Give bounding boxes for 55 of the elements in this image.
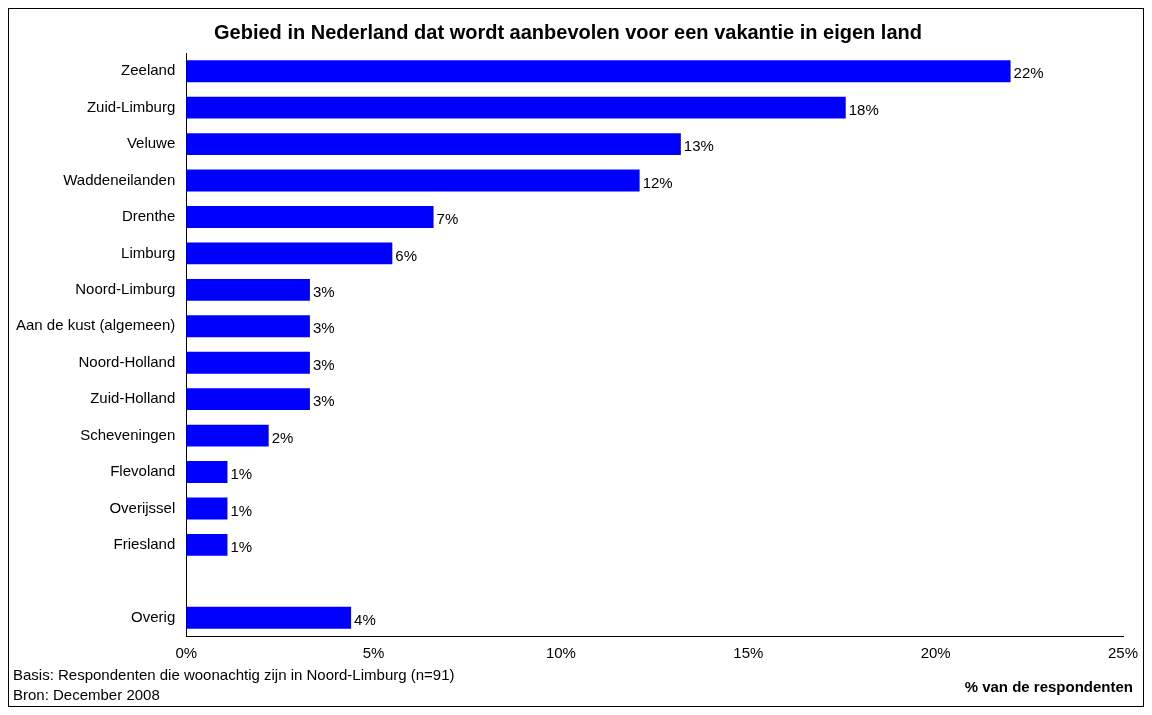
bar bbox=[186, 315, 310, 338]
y-tick-label: Waddeneilanden bbox=[63, 170, 176, 188]
x-tick-label: 5% bbox=[362, 644, 385, 662]
bar bbox=[186, 206, 434, 228]
y-tick-label: Flevoland bbox=[110, 462, 176, 480]
y-tick-label: Friesland bbox=[113, 535, 176, 553]
data-label: 3% bbox=[312, 355, 335, 373]
data-label: 1% bbox=[230, 538, 253, 556]
data-label: 13% bbox=[683, 137, 714, 155]
data-label: 1% bbox=[230, 501, 253, 519]
x-tick-label: 15% bbox=[733, 644, 764, 662]
y-tick-label: Noord-Holland bbox=[78, 352, 176, 370]
bar bbox=[186, 497, 228, 520]
x-tick-label: 10% bbox=[545, 644, 576, 662]
y-tick-label: Drenthe bbox=[121, 207, 176, 225]
data-label: 2% bbox=[271, 428, 294, 446]
y-tick-label: Limburg bbox=[121, 243, 176, 261]
bar bbox=[186, 388, 310, 411]
data-label: 22% bbox=[1013, 64, 1044, 82]
y-tick-label: Zeeland bbox=[121, 61, 176, 79]
bar bbox=[186, 169, 640, 192]
y-tick-label: Aan de kust (algemeen) bbox=[15, 316, 176, 334]
bar bbox=[186, 461, 228, 483]
bar bbox=[186, 133, 681, 156]
bar bbox=[186, 351, 310, 374]
data-label: 18% bbox=[848, 100, 879, 118]
x-tick-label: 20% bbox=[920, 644, 951, 662]
text: Bron: December 2008 bbox=[13, 686, 160, 703]
data-label: 6% bbox=[395, 246, 418, 264]
data-label: 3% bbox=[312, 282, 335, 300]
y-tick-label: Zuid-Holland bbox=[90, 389, 176, 407]
data-label: 7% bbox=[436, 210, 459, 228]
y-tick-label: Scheveningen bbox=[80, 425, 176, 443]
y-tick-label: Noord-Limburg bbox=[75, 279, 176, 297]
bar bbox=[186, 278, 310, 301]
data-label: 4% bbox=[354, 610, 376, 628]
y-tick-label: Veluwe bbox=[126, 134, 176, 152]
data-label: 3% bbox=[312, 392, 335, 410]
text: Basis: Respondenten die woonachtig zijn in Noord-Limburg (n=91) bbox=[13, 666, 455, 683]
bar bbox=[186, 424, 269, 447]
x-tick-label: 0% bbox=[175, 644, 198, 662]
bar bbox=[186, 606, 352, 629]
x-axis-title: % van de respondenten bbox=[964, 678, 1133, 695]
data-label: 1% bbox=[230, 465, 253, 483]
y-tick-label: Overijssel bbox=[109, 498, 176, 516]
bar bbox=[186, 60, 1011, 83]
data-label: 3% bbox=[312, 319, 335, 337]
y-tick-label: Zuid-Limburg bbox=[86, 97, 176, 115]
y-tick-label: Overig bbox=[131, 607, 176, 625]
data-label: 12% bbox=[642, 173, 673, 191]
bar bbox=[186, 96, 846, 119]
x-tick-label: 25% bbox=[1107, 644, 1139, 662]
bar bbox=[186, 533, 228, 556]
chart-title: Gebied in Nederland dat wordt aanbevolen voor een vakantie in eigen land bbox=[214, 20, 922, 43]
bar bbox=[186, 242, 393, 265]
